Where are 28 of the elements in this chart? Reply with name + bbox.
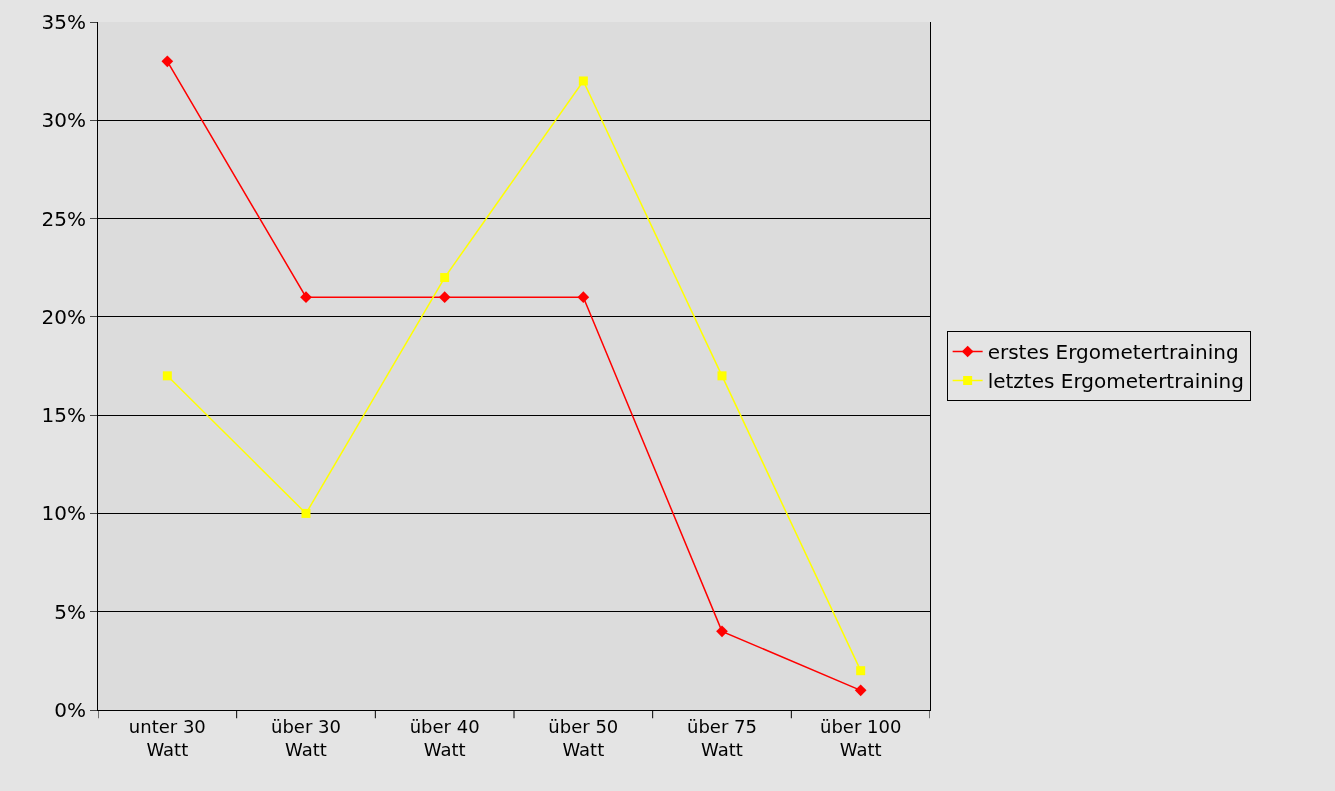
- point: [578, 76, 588, 86]
- y-tick-label: 35%: [41, 10, 86, 34]
- point: [717, 371, 727, 381]
- y-tick-label: 30%: [41, 108, 86, 133]
- point: [438, 291, 451, 304]
- point: [577, 291, 590, 304]
- legend-label: erstes Ergometertraining: [987, 340, 1239, 365]
- point: [856, 666, 866, 676]
- y-tick-label: 20%: [41, 304, 86, 329]
- y-tick-label: 0%: [54, 698, 86, 722]
- x-tick-label: über 100 Watt: [819, 715, 902, 760]
- point: [162, 371, 172, 381]
- point: [161, 55, 174, 68]
- legend-label: letztes Ergometertraining: [987, 369, 1244, 394]
- x-tick-label: über 75 Watt: [687, 715, 757, 760]
- point: [301, 508, 311, 518]
- point: [854, 684, 867, 697]
- x-tick-label: über 40 Watt: [409, 715, 480, 760]
- x-tick-label: über 30 Watt: [271, 715, 341, 760]
- point: [300, 291, 312, 304]
- x-tick-label: über 50 Watt: [548, 715, 619, 760]
- point: [440, 273, 450, 283]
- x-tick-label: unter 30 Watt: [128, 715, 206, 760]
- y-tick-label: 25%: [41, 206, 86, 231]
- y-tick-label: 10%: [41, 501, 86, 526]
- point: [716, 625, 728, 638]
- y-tick-label: 5%: [54, 599, 86, 624]
- y-tick-label: 15%: [41, 403, 86, 428]
